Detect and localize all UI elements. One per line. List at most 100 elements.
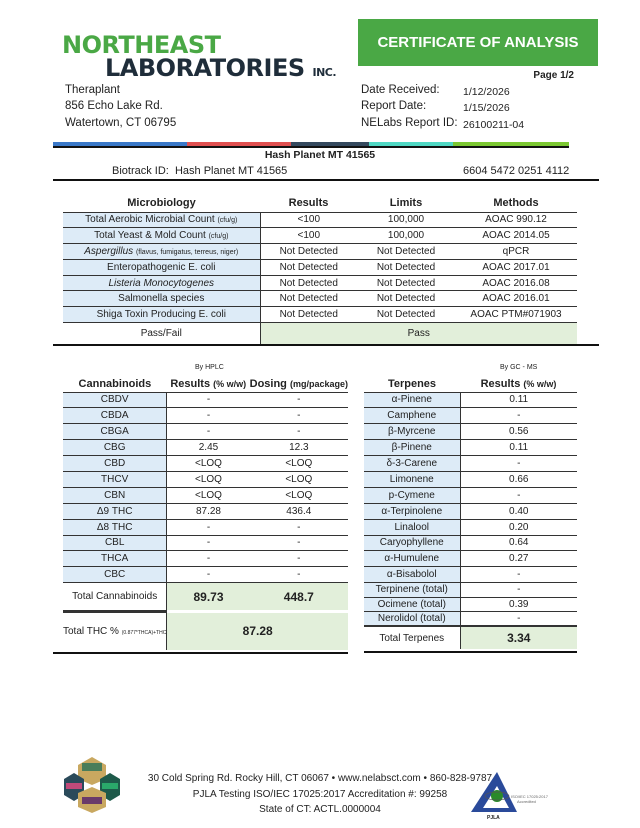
limit: Not Detected	[357, 258, 455, 276]
dosing: -	[249, 518, 348, 536]
table-row: Δ9 THC 87.28 436.4	[63, 502, 348, 520]
report-date-label: Report Date:	[361, 100, 427, 112]
table-row: Total Yeast & Mold Count (cfu/g) <100 100,…	[63, 227, 577, 244]
method: AOAC 990.12	[455, 211, 577, 228]
terpene-name: β-Pinene	[364, 439, 461, 456]
result: -	[166, 423, 250, 440]
terpene-name: p-Cymene	[364, 486, 461, 504]
table-row: THCA - -	[63, 550, 348, 567]
terpene-name: Camphene	[364, 407, 461, 424]
test-name: Aspergillus (flavus, fumigatus, terreus,…	[63, 243, 261, 260]
table-row: CBG 2.45 12.3	[63, 439, 348, 456]
table-row: CBGA - -	[63, 423, 348, 440]
terpene-name: α-Bisabolol	[364, 566, 461, 583]
header-text: Results	[170, 378, 211, 391]
dosing: -	[249, 391, 348, 408]
result: -	[166, 534, 250, 551]
table-row: Listeria Monocytogenes Not Detected Not De…	[63, 274, 577, 291]
client-name: Theraplant	[65, 84, 120, 96]
passfail-label: Pass/Fail	[63, 322, 261, 344]
col-header: Limits	[389, 197, 423, 210]
result: -	[460, 455, 577, 472]
result: 0.11	[460, 439, 577, 456]
biotrack-id: Biotrack ID: Hash Planet MT 41565	[112, 165, 287, 177]
dosing: 436.4	[249, 502, 348, 520]
limit: Not Detected	[357, 274, 455, 291]
method: AOAC 2014.05	[455, 227, 577, 244]
header-unit: (mg/package)	[289, 379, 348, 390]
cannabinoid-name: CBG	[63, 439, 168, 456]
divider	[364, 651, 577, 653]
table-row: α-Humulene 0.27	[364, 550, 577, 567]
terpene-name: β-Myrcene	[364, 423, 461, 440]
result: Not Detected	[260, 274, 357, 291]
logo-suffix: INC.	[312, 66, 337, 79]
result: -	[166, 407, 250, 424]
svg-text:PJLA: PJLA	[487, 815, 500, 820]
test-name: Listeria Monocytogenes	[63, 274, 261, 291]
result: 0.11	[460, 391, 577, 408]
dosing: -	[249, 550, 348, 567]
col-header: Results	[288, 197, 329, 210]
result: -	[166, 566, 250, 583]
divider	[53, 146, 569, 148]
result: -	[166, 550, 250, 567]
method: AOAC PTM#071903	[455, 306, 577, 323]
col-header: Results (% w/w)	[460, 377, 577, 392]
result: <100	[260, 211, 357, 228]
limit: Not Detected	[357, 290, 455, 307]
col-header: Microbiology	[127, 197, 196, 210]
cannabinoids-table: Cannabinoids Results (% w/w) Dosing (mg/pa…	[63, 377, 348, 650]
header-unit: (% w/w)	[523, 379, 557, 390]
col-header: Methods	[493, 197, 539, 210]
table-row: Ocimene (total) 0.39	[364, 596, 577, 612]
total-label: Total Cannabinoids	[63, 582, 168, 612]
color-bar	[53, 142, 569, 146]
test-name-text: Enteropathogenic E. coli	[107, 261, 216, 273]
dosing: -	[249, 566, 348, 583]
total-label: Total Terpenes	[364, 625, 461, 650]
terpene-name: α-Pinene	[364, 391, 461, 408]
result: -	[460, 486, 577, 504]
limit: 100,000	[357, 211, 455, 228]
terpene-name: Nerolidol (total)	[364, 611, 461, 627]
table-row: Δ8 THC - -	[63, 518, 348, 536]
terpene-name: Limonene	[364, 470, 461, 488]
date-received: 1/12/2026	[463, 86, 510, 98]
total-cannabinoids-row: Total Cannabinoids 89.73 448.7	[63, 582, 348, 612]
footer-accreditation: PJLA Testing ISO/IEC 17025:2017 Accredit…	[192, 789, 448, 800]
table-row: CBDA - -	[63, 407, 348, 424]
cannabinoid-name: CBDA	[63, 407, 168, 424]
table-row: CBN <LOQ <LOQ	[63, 486, 348, 504]
limit: 100,000	[357, 227, 455, 244]
col-header: Terpenes	[387, 378, 437, 391]
result: <100	[260, 227, 357, 244]
svg-text:ISO/IEC 17025:2017: ISO/IEC 17025:2017	[511, 794, 549, 799]
cannabinoid-name: Δ8 THC	[63, 518, 168, 536]
header-text: Results	[480, 378, 521, 391]
result: Not Detected	[260, 306, 357, 323]
report-date: 1/15/2026	[463, 102, 510, 114]
test-name-text: Total Yeast & Mold Count	[94, 230, 206, 242]
total-terpenes: 3.34	[460, 625, 577, 650]
test-name: Enteropathogenic E. coli	[63, 258, 261, 276]
result: 0.39	[460, 596, 577, 612]
table-row: α-Bisabolol -	[364, 566, 577, 583]
cannabinoid-name: CBDV	[63, 391, 168, 408]
dosing: -	[249, 407, 348, 424]
cannabinoid-name: CBD	[63, 455, 168, 472]
total-terpenes-row: Total Terpenes 3.34	[364, 625, 577, 650]
total-thc-row: Total THC % (0.877*THCA)+THC 87.28	[63, 610, 348, 650]
logo-laboratories: LABORATORIES INC.	[105, 54, 337, 82]
result: Not Detected	[260, 243, 357, 260]
cannabinoid-name: Δ9 THC	[63, 502, 168, 520]
col-header: Dosing (mg/package)	[250, 377, 348, 392]
table-row: Camphene -	[364, 407, 577, 424]
total-thc-label: Total THC % (0.877*THCA)+THC	[63, 610, 168, 650]
terpene-name: Linalool	[364, 518, 461, 536]
terpene-name: Ocimene (total)	[364, 596, 461, 612]
report-id: 26100211-04	[463, 119, 525, 131]
result: 0.64	[460, 534, 577, 551]
terpene-name: α-Terpinolene	[364, 502, 461, 520]
table-row: Terpinene (total) -	[364, 582, 577, 598]
